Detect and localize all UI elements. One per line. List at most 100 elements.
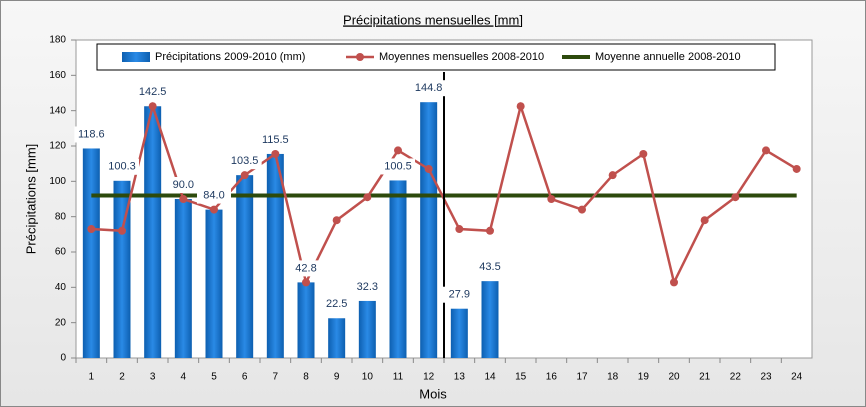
bar [113, 180, 131, 358]
value-label-bg [258, 131, 293, 148]
value-label: 22.5 [326, 298, 347, 310]
x-tick-label: 24 [791, 372, 803, 383]
x-tick-label: 12 [423, 372, 435, 383]
x-tick-label: 9 [334, 372, 340, 383]
x-axis-label: Mois [419, 386, 447, 401]
y-tick-label: 180 [49, 35, 66, 46]
legend [96, 43, 776, 71]
y-tick-label: 80 [55, 211, 67, 222]
line-point [639, 149, 648, 158]
line-point [240, 171, 249, 180]
bar [358, 300, 376, 358]
bar [82, 148, 100, 358]
value-label-bg [350, 278, 385, 295]
value-label-bg [289, 260, 323, 277]
bar [205, 209, 223, 358]
bar [266, 153, 284, 358]
line-point [486, 226, 494, 235]
line-point [424, 164, 433, 173]
y-tick-label: 60 [55, 247, 67, 258]
y-tick-label: 100 [49, 176, 66, 187]
value-label: 90.0 [173, 179, 194, 191]
x-tick-label: 4 [181, 372, 187, 383]
y-tick-label: 120 [49, 141, 66, 152]
chart-title: Précipitations mensuelles [mm] [343, 12, 523, 27]
line-point [547, 195, 556, 203]
x-tick-label: 16 [546, 372, 558, 383]
line-point [608, 171, 617, 180]
value-label: 43.5 [479, 261, 500, 273]
y-tick-label: 40 [55, 282, 67, 293]
legend-label: Moyenne annuelle 2008-2010 [595, 51, 741, 63]
value-label-bg [381, 158, 415, 175]
bar [144, 106, 162, 358]
value-label: 100.3 [108, 161, 136, 173]
x-tick-label: 10 [362, 372, 374, 383]
bar [481, 281, 499, 358]
line-point [302, 278, 310, 287]
y-tick-label: 20 [55, 317, 67, 328]
line-point [731, 193, 740, 202]
x-tick-label: 6 [242, 372, 248, 383]
x-tick-label: 19 [638, 372, 650, 383]
x-tick-label: 5 [211, 372, 217, 383]
x-tick-label: 18 [607, 372, 619, 383]
bar [328, 318, 346, 358]
x-tick-label: 2 [119, 372, 125, 383]
legend-label: Moyennes mensuelles 2008-2010 [379, 51, 544, 63]
line-point [118, 226, 126, 235]
line-point [792, 164, 801, 173]
bar [389, 180, 407, 358]
x-tick-label: 17 [576, 372, 588, 383]
value-label: 100.5 [384, 160, 412, 172]
x-tick-label: 23 [760, 372, 772, 383]
bar [174, 199, 192, 358]
line-point [179, 195, 188, 203]
line-point [148, 102, 157, 111]
value-label: 84.0 [203, 190, 224, 202]
x-tick-label: 15 [515, 372, 527, 383]
x-tick-label: 13 [454, 372, 466, 383]
value-label-bg [166, 177, 201, 193]
bar [236, 175, 254, 358]
bar [297, 282, 315, 358]
x-tick-label: 3 [150, 372, 156, 383]
value-label-bg [319, 296, 354, 313]
value-label-bg [227, 153, 262, 170]
value-label-bg [135, 84, 170, 101]
line-point [516, 102, 525, 111]
legend-swatch [356, 53, 364, 61]
x-tick-label: 1 [89, 372, 95, 383]
legend-label: Précipitations 2009-2010 (mm) [155, 51, 305, 63]
line-point [332, 216, 341, 225]
value-label: 42.8 [295, 262, 316, 274]
value-label-bg [105, 158, 139, 175]
value-label-bg [473, 259, 507, 276]
x-tick-label: 22 [730, 372, 742, 383]
value-label: 142.5 [139, 86, 167, 98]
x-tick-label: 14 [484, 372, 496, 383]
value-label: 118.6 [78, 128, 105, 140]
x-tick-label: 8 [303, 372, 309, 383]
x-tick-label: 7 [273, 372, 279, 383]
value-label-bg [197, 187, 231, 204]
line-point [578, 205, 586, 214]
line-point [455, 225, 464, 234]
line-point [210, 205, 218, 214]
value-label: 27.9 [449, 289, 470, 301]
value-label-bg [442, 286, 477, 303]
line-point [670, 278, 678, 287]
line-point [700, 216, 709, 225]
line-point [271, 149, 280, 158]
bar [420, 102, 438, 358]
value-label: 115.5 [262, 134, 289, 146]
y-tick-label: 160 [49, 70, 66, 81]
value-label-bg [411, 80, 446, 97]
line-point [87, 225, 96, 234]
bar [450, 308, 468, 358]
y-axis-label: Précipitations [mm] [23, 144, 38, 255]
x-tick-label: 21 [699, 372, 711, 383]
y-tick-label: 140 [49, 105, 66, 116]
line-point [394, 146, 402, 155]
